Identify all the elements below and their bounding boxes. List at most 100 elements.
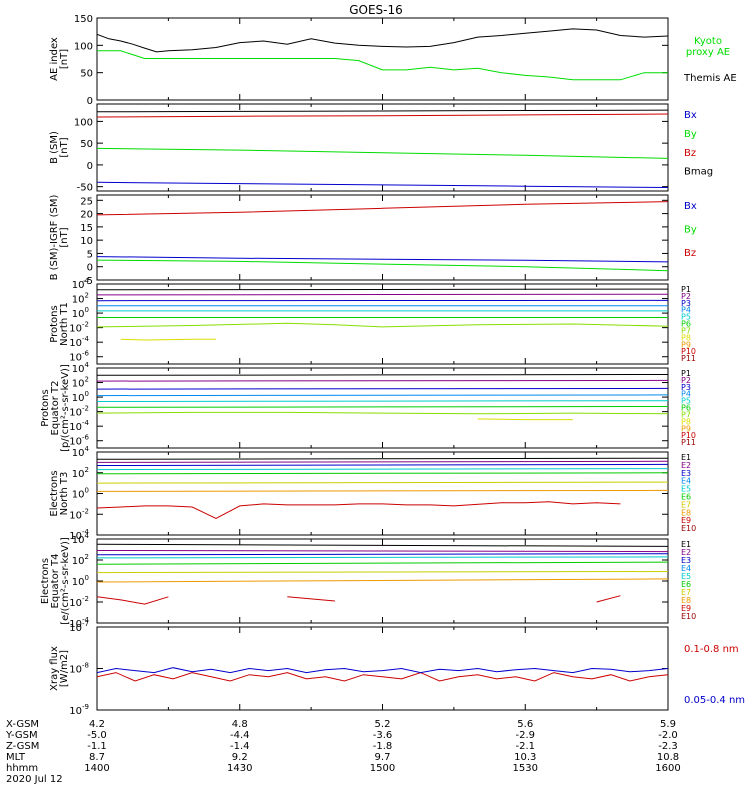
legend-entry: By xyxy=(684,225,697,236)
legend: Bx By Bz Bmag xyxy=(684,110,713,178)
series-line-by xyxy=(97,147,668,159)
x-row-label: 2020 Jul 12 xyxy=(6,774,63,785)
y-tick-label: 102 xyxy=(72,376,89,390)
y-tick-label: 104 xyxy=(72,361,90,375)
x-cell-x-gsm: 5.6 xyxy=(517,719,533,730)
legend-entry: E4 xyxy=(681,477,691,486)
y-axis-label: [e/(cm²-s-sr-keV)] xyxy=(60,537,71,625)
legend-entry: P11 xyxy=(681,354,696,363)
x-row-label: Y-GSM xyxy=(5,730,38,741)
x-cell-mlt: 10.8 xyxy=(657,752,679,763)
y-axis-label: North T3 xyxy=(59,472,70,516)
legend-entry: P10 xyxy=(681,347,696,356)
y-tick-label: 104 xyxy=(72,532,90,546)
legend-entry: E10 xyxy=(681,524,696,533)
legend-entry: P8 xyxy=(681,417,691,426)
legend-entry: E9 xyxy=(681,516,691,525)
y-axis-label: North T1 xyxy=(59,302,70,346)
legend-entry: P8 xyxy=(681,333,691,342)
legend-entry: P4 xyxy=(681,306,691,315)
series-line-p8 xyxy=(120,338,216,341)
x-cell-mlt: 8.7 xyxy=(89,752,105,763)
x-cell-hhmm: 1430 xyxy=(227,763,252,774)
x-cell-hhmm: 1600 xyxy=(655,763,680,774)
x-cell-z-gsm: -1.8 xyxy=(373,741,393,752)
legend-entry: P10 xyxy=(681,431,696,440)
y-tick-label: 10-2 xyxy=(69,321,89,335)
series-line-e5 xyxy=(97,561,668,565)
panel-bsm: -50 0 50 100 B (SM) [nT] Bx By Bz Bmag xyxy=(49,103,713,194)
x-row-label: MLT xyxy=(6,752,26,763)
legend-entry: P3 xyxy=(681,383,691,392)
y-tick-label: 50 xyxy=(80,69,93,80)
series-line-e9c xyxy=(596,595,621,603)
legend-entry: E7 xyxy=(681,588,691,597)
y-tick-label: 100 xyxy=(72,487,89,501)
series-line-kyoto xyxy=(97,50,668,81)
series-line-e5 xyxy=(97,472,668,475)
x-cell-x-gsm: 4.2 xyxy=(89,719,105,730)
series-line-p7 xyxy=(97,411,668,415)
series-line-e6 xyxy=(97,571,668,574)
legend-entry: P5 xyxy=(681,397,691,406)
legend-entry: Bz xyxy=(684,248,696,259)
y-tick-label: -5 xyxy=(83,276,93,287)
legend-entry: E5 xyxy=(681,485,691,494)
legend-entry: 0.05-0.4 nm xyxy=(684,695,745,706)
y-tick-label: 0 xyxy=(87,161,93,172)
series-line-e6 xyxy=(97,481,668,484)
chart-title: GOES-16 xyxy=(349,3,403,17)
x-cell-hhmm: 1400 xyxy=(84,763,109,774)
x-cell-y-gsm: -4.4 xyxy=(230,730,250,741)
panel-frame xyxy=(96,103,669,192)
series-line-bz xyxy=(97,201,668,216)
series-line-p2 xyxy=(97,293,668,296)
y-tick-label: 10-8 xyxy=(69,662,89,676)
panel-electrons-t3: 104 102 100 10-2 10-4 Electrons North T3 E1E2E3… xyxy=(49,445,696,542)
series-line-e2 xyxy=(97,460,668,463)
legend-entry: P2 xyxy=(681,376,691,385)
legend-entry: P7 xyxy=(681,326,691,335)
x-cell-x-gsm: 5.2 xyxy=(375,719,391,730)
series-line-e1 xyxy=(97,543,668,547)
y-axis-label: Electrons xyxy=(40,558,51,604)
legend-entry: P3 xyxy=(681,299,691,308)
series-line-e9b xyxy=(287,596,335,602)
series-line-e4 xyxy=(97,468,668,471)
series-line-themis-ae xyxy=(97,28,668,53)
legend-entry: proxy AE xyxy=(686,47,730,58)
y-tick-label: 10-4 xyxy=(69,335,89,349)
legend-entry: P1 xyxy=(681,285,691,294)
y-tick-label: 100 xyxy=(74,117,93,128)
x-cell-y-gsm: -3.6 xyxy=(373,730,393,741)
series-line-p7 xyxy=(97,322,668,328)
series-line-e2 xyxy=(97,550,668,553)
y-axis-label: [nT] xyxy=(59,227,70,247)
legend: Bx By Bz xyxy=(684,201,697,259)
legend-entry: E10 xyxy=(681,612,696,621)
y-tick-label: -50 xyxy=(77,183,93,194)
legend-entry: E2 xyxy=(681,461,691,470)
panel-xray: 10-7 10-8 10-9 Xray flux [W/m2] 0.1-0.8 nm 0.0… xyxy=(49,620,745,717)
legend-entry: P11 xyxy=(681,438,696,447)
x-cell-y-gsm: -2.9 xyxy=(515,730,535,741)
x-cell-z-gsm: -2.3 xyxy=(658,741,678,752)
legend-entry: E5 xyxy=(681,572,691,581)
y-tick-label: 0 xyxy=(87,96,93,107)
y-tick-label: 104 xyxy=(72,277,90,291)
legend-entry: Kyoto xyxy=(694,36,722,47)
legend-entry: E6 xyxy=(681,493,691,502)
legend-entry: P6 xyxy=(681,320,691,329)
y-tick-label: 5 xyxy=(87,249,93,260)
legend-entry: By xyxy=(684,129,697,140)
series-line-e9 xyxy=(97,501,621,519)
y-tick-label: 102 xyxy=(72,292,89,306)
